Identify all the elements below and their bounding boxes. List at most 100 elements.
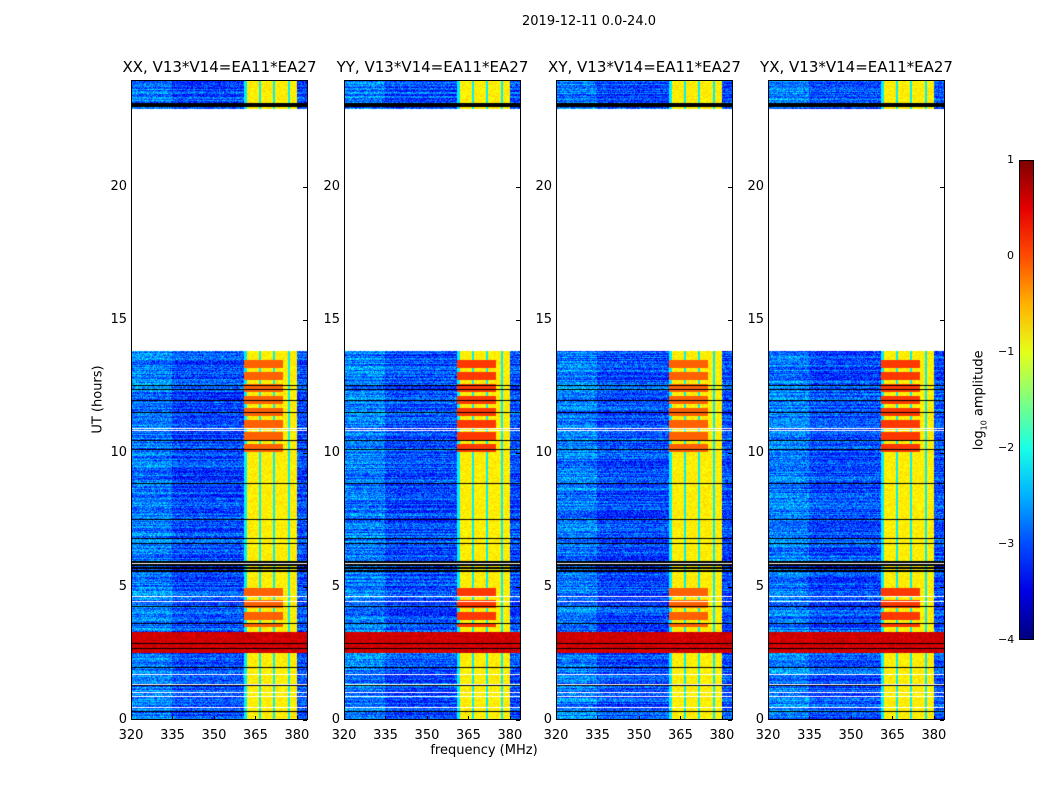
x-tick-mark	[933, 716, 935, 720]
y-tick-mark	[728, 720, 732, 721]
y-tick-label: 15	[747, 312, 764, 327]
y-tick-label: 10	[535, 445, 552, 461]
colorbar-tick-label: −1	[998, 345, 1015, 358]
heatmap	[556, 80, 733, 720]
y-tick-label: 5	[331, 578, 340, 594]
colorbar-tick-label: −2	[998, 441, 1015, 454]
y-tick-label: 20	[535, 178, 552, 194]
colorbar-tick-label: 0	[1007, 249, 1014, 262]
x-tick-label: 320	[755, 728, 781, 743]
x-tick-label: 335	[373, 728, 398, 743]
y-tick-mark	[728, 320, 732, 321]
x-tick-label: 365	[243, 728, 268, 743]
x-tick-label: 350	[838, 728, 864, 743]
y-tick-mark	[303, 586, 307, 588]
y-tick-label: 0	[331, 712, 340, 727]
y-tick-mark	[940, 320, 944, 321]
panel-title: YX, V13*V14=EA11*EA27	[760, 58, 953, 76]
x-tick-mark	[850, 716, 852, 720]
y-tick-label: 15	[110, 312, 127, 327]
x-tick-mark	[385, 716, 387, 720]
heatmap	[131, 80, 308, 720]
x-tick-mark	[426, 716, 428, 720]
panel-xy: XY, V13*V14=EA11*EA27 320 335 350 365 380 0 5 10…	[535, 58, 740, 743]
x-tick-label: 350	[414, 728, 440, 743]
x-tick-mark	[468, 716, 470, 720]
y-tick-label: 5	[755, 578, 764, 594]
x-tick-mark	[296, 716, 298, 720]
x-tick-label: 320	[543, 728, 569, 743]
y-tick-mark	[516, 320, 520, 321]
x-tick-label: 350	[201, 728, 227, 743]
y-tick-mark	[516, 453, 520, 455]
x-tick-mark	[597, 716, 599, 720]
x-tick-label: 380	[497, 728, 523, 743]
panel-yx: YX, V13*V14=EA11*EA27 320 335 350 365 380 0 5 10…	[747, 58, 952, 743]
y-tick-mark	[728, 453, 732, 455]
y-tick-mark	[516, 586, 520, 588]
y-tick-mark	[940, 453, 944, 455]
x-tick-mark	[131, 716, 132, 720]
y-tick-label: 0	[755, 712, 764, 727]
figure-title: 2019-12-11 0.0-24.0	[522, 14, 656, 29]
y-tick-mark	[728, 586, 732, 588]
panel-title: YY, V13*V14=EA11*EA27	[336, 58, 529, 76]
x-tick-label: 350	[626, 728, 652, 743]
x-tick-label: 365	[668, 728, 693, 743]
colorbar-label: log10 amplitude	[971, 350, 989, 451]
y-tick-label: 15	[323, 312, 340, 327]
y-tick-label: 15	[535, 312, 552, 327]
y-tick-label: 0	[543, 712, 552, 727]
x-tick-label: 335	[585, 728, 610, 743]
y-tick-label: 10	[110, 445, 127, 461]
x-tick-label: 320	[118, 728, 144, 743]
x-tick-mark	[172, 716, 174, 720]
x-tick-mark	[721, 716, 723, 720]
y-tick-label: 10	[747, 445, 764, 461]
y-tick-mark	[516, 186, 520, 188]
x-tick-mark	[213, 716, 215, 720]
y-tick-label: 20	[110, 178, 127, 194]
y-tick-mark	[303, 320, 307, 321]
heatmap	[768, 80, 945, 720]
colorbar-tick-label: −4	[998, 633, 1015, 646]
colorbar-tick-label: −3	[998, 537, 1015, 550]
panel-yy: YY, V13*V14=EA11*EA27 320 335 350 365 380 0 5 10…	[323, 58, 528, 743]
x-tick-label: 380	[921, 728, 947, 743]
x-tick-label: 335	[797, 728, 822, 743]
x-tick-label: 335	[160, 728, 185, 743]
x-tick-label: 380	[284, 728, 310, 743]
y-tick-mark	[940, 586, 944, 588]
x-tick-mark	[344, 716, 345, 720]
y-tick-mark	[940, 186, 944, 188]
x-tick-mark	[255, 716, 257, 720]
x-tick-mark	[809, 716, 811, 720]
y-tick-mark	[303, 720, 307, 721]
y-tick-mark	[303, 453, 307, 455]
y-tick-mark	[516, 720, 520, 721]
x-tick-mark	[556, 716, 557, 720]
y-tick-label: 0	[118, 712, 127, 727]
colorbar-tick-label: 1	[1007, 153, 1014, 166]
x-axis-label: frequency (MHz)	[430, 743, 538, 758]
y-axis-label: UT (hours)	[90, 365, 106, 434]
x-tick-label: 380	[709, 728, 735, 743]
y-tick-label: 5	[543, 578, 552, 594]
y-tick-label: 10	[323, 445, 340, 461]
x-tick-label: 365	[456, 728, 481, 743]
x-tick-label: 320	[331, 728, 357, 743]
y-tick-label: 20	[323, 178, 340, 194]
y-tick-mark	[940, 720, 944, 721]
heatmap	[344, 80, 521, 720]
panel-title: XX, V13*V14=EA11*EA27	[122, 58, 317, 76]
x-tick-mark	[638, 716, 640, 720]
y-tick-label: 20	[747, 178, 764, 194]
panel-xx: XX, V13*V14=EA11*EA27 320 335 350 365 380 0 5 10…	[110, 58, 316, 743]
x-tick-mark	[892, 716, 894, 720]
y-tick-mark	[728, 186, 732, 188]
panel-title: XY, V13*V14=EA11*EA27	[548, 58, 741, 76]
x-tick-mark	[768, 716, 769, 720]
y-tick-mark	[303, 186, 307, 188]
x-tick-mark	[509, 716, 511, 720]
